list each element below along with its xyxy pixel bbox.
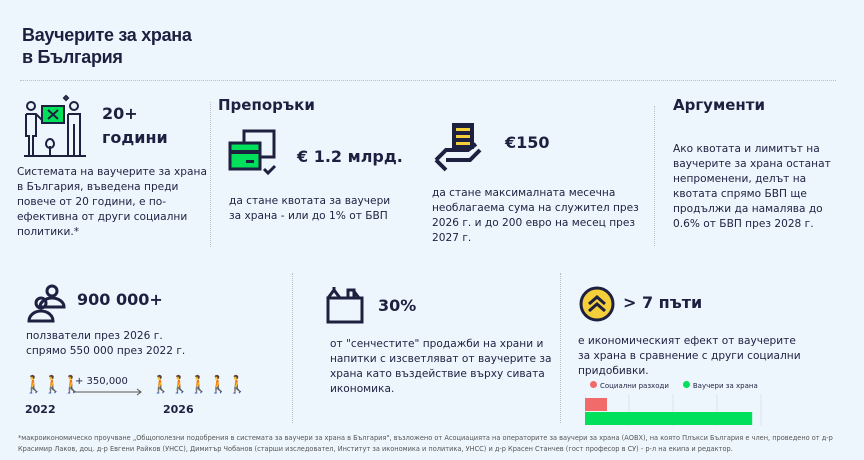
bar-food-vouchers — [585, 412, 753, 425]
divider — [20, 80, 836, 81]
legend-dot-green — [682, 381, 690, 388]
divider — [560, 273, 561, 423]
double-chevron-up-icon — [579, 286, 615, 322]
history-text: Системата на ваучерите за храна в Българ… — [17, 166, 207, 238]
grey-text: от "сенчестите" продажби на храни и напи… — [330, 338, 552, 395]
limit-text: да стане максималната месечна необлагаем… — [432, 187, 639, 244]
people-board-icon — [24, 94, 86, 157]
users-text2: спрямо 550 000 през 2022 г. — [26, 345, 186, 357]
history-value: 20+ — [102, 104, 138, 123]
quota-value: € 1.2 млрд. — [297, 147, 403, 166]
shopping-bag-icon — [326, 287, 364, 324]
divider — [210, 102, 211, 247]
page-title: Ваучерите за храна в България — [22, 25, 192, 67]
voucher-card-icon — [228, 129, 277, 176]
divider — [292, 273, 293, 423]
quota-text: да стане квотата за ваучери за храна - и… — [229, 195, 391, 222]
effect-bar-chart — [585, 394, 762, 426]
history-unit: години — [102, 128, 168, 147]
people-2026-icon: 🚶🚶🚶🚶🚶 — [150, 375, 248, 395]
arguments-text: Ако квотата и лимитът на ваучерите за хр… — [673, 143, 831, 230]
legend-dot-red — [590, 381, 597, 388]
users-icon — [27, 284, 66, 323]
people-2022-icon: 🚶🚶🚶 — [23, 375, 82, 395]
users-value: 900 000+ — [77, 290, 163, 309]
arrow-right-icon — [73, 388, 142, 396]
bar-social-spending — [585, 398, 607, 411]
effect-value: > 7 пъти — [623, 293, 703, 312]
year-2026: 2026 — [163, 403, 194, 416]
footnote: *макроикономическо проучване „Общополезн… — [18, 434, 833, 453]
legend-item: Социални разходи — [590, 381, 669, 390]
grey-value: 30% — [378, 296, 417, 315]
arguments-heading: Аргументи — [673, 96, 765, 114]
year-2022: 2022 — [25, 403, 56, 416]
chart-legend: Социални разходи Ваучери за храна — [590, 381, 758, 390]
divider — [654, 106, 655, 246]
limit-value: €150 — [505, 133, 550, 152]
recommendations-heading: Препоръки — [218, 96, 315, 114]
users-delta: + 350,000 — [75, 376, 128, 387]
users-text1: ползватели през 2026 г. — [26, 330, 163, 342]
coins-hand-icon — [434, 123, 482, 172]
effect-text: е икономическият ефект от ваучерите за х… — [578, 335, 801, 377]
legend-item: Ваучери за храна — [682, 381, 758, 390]
